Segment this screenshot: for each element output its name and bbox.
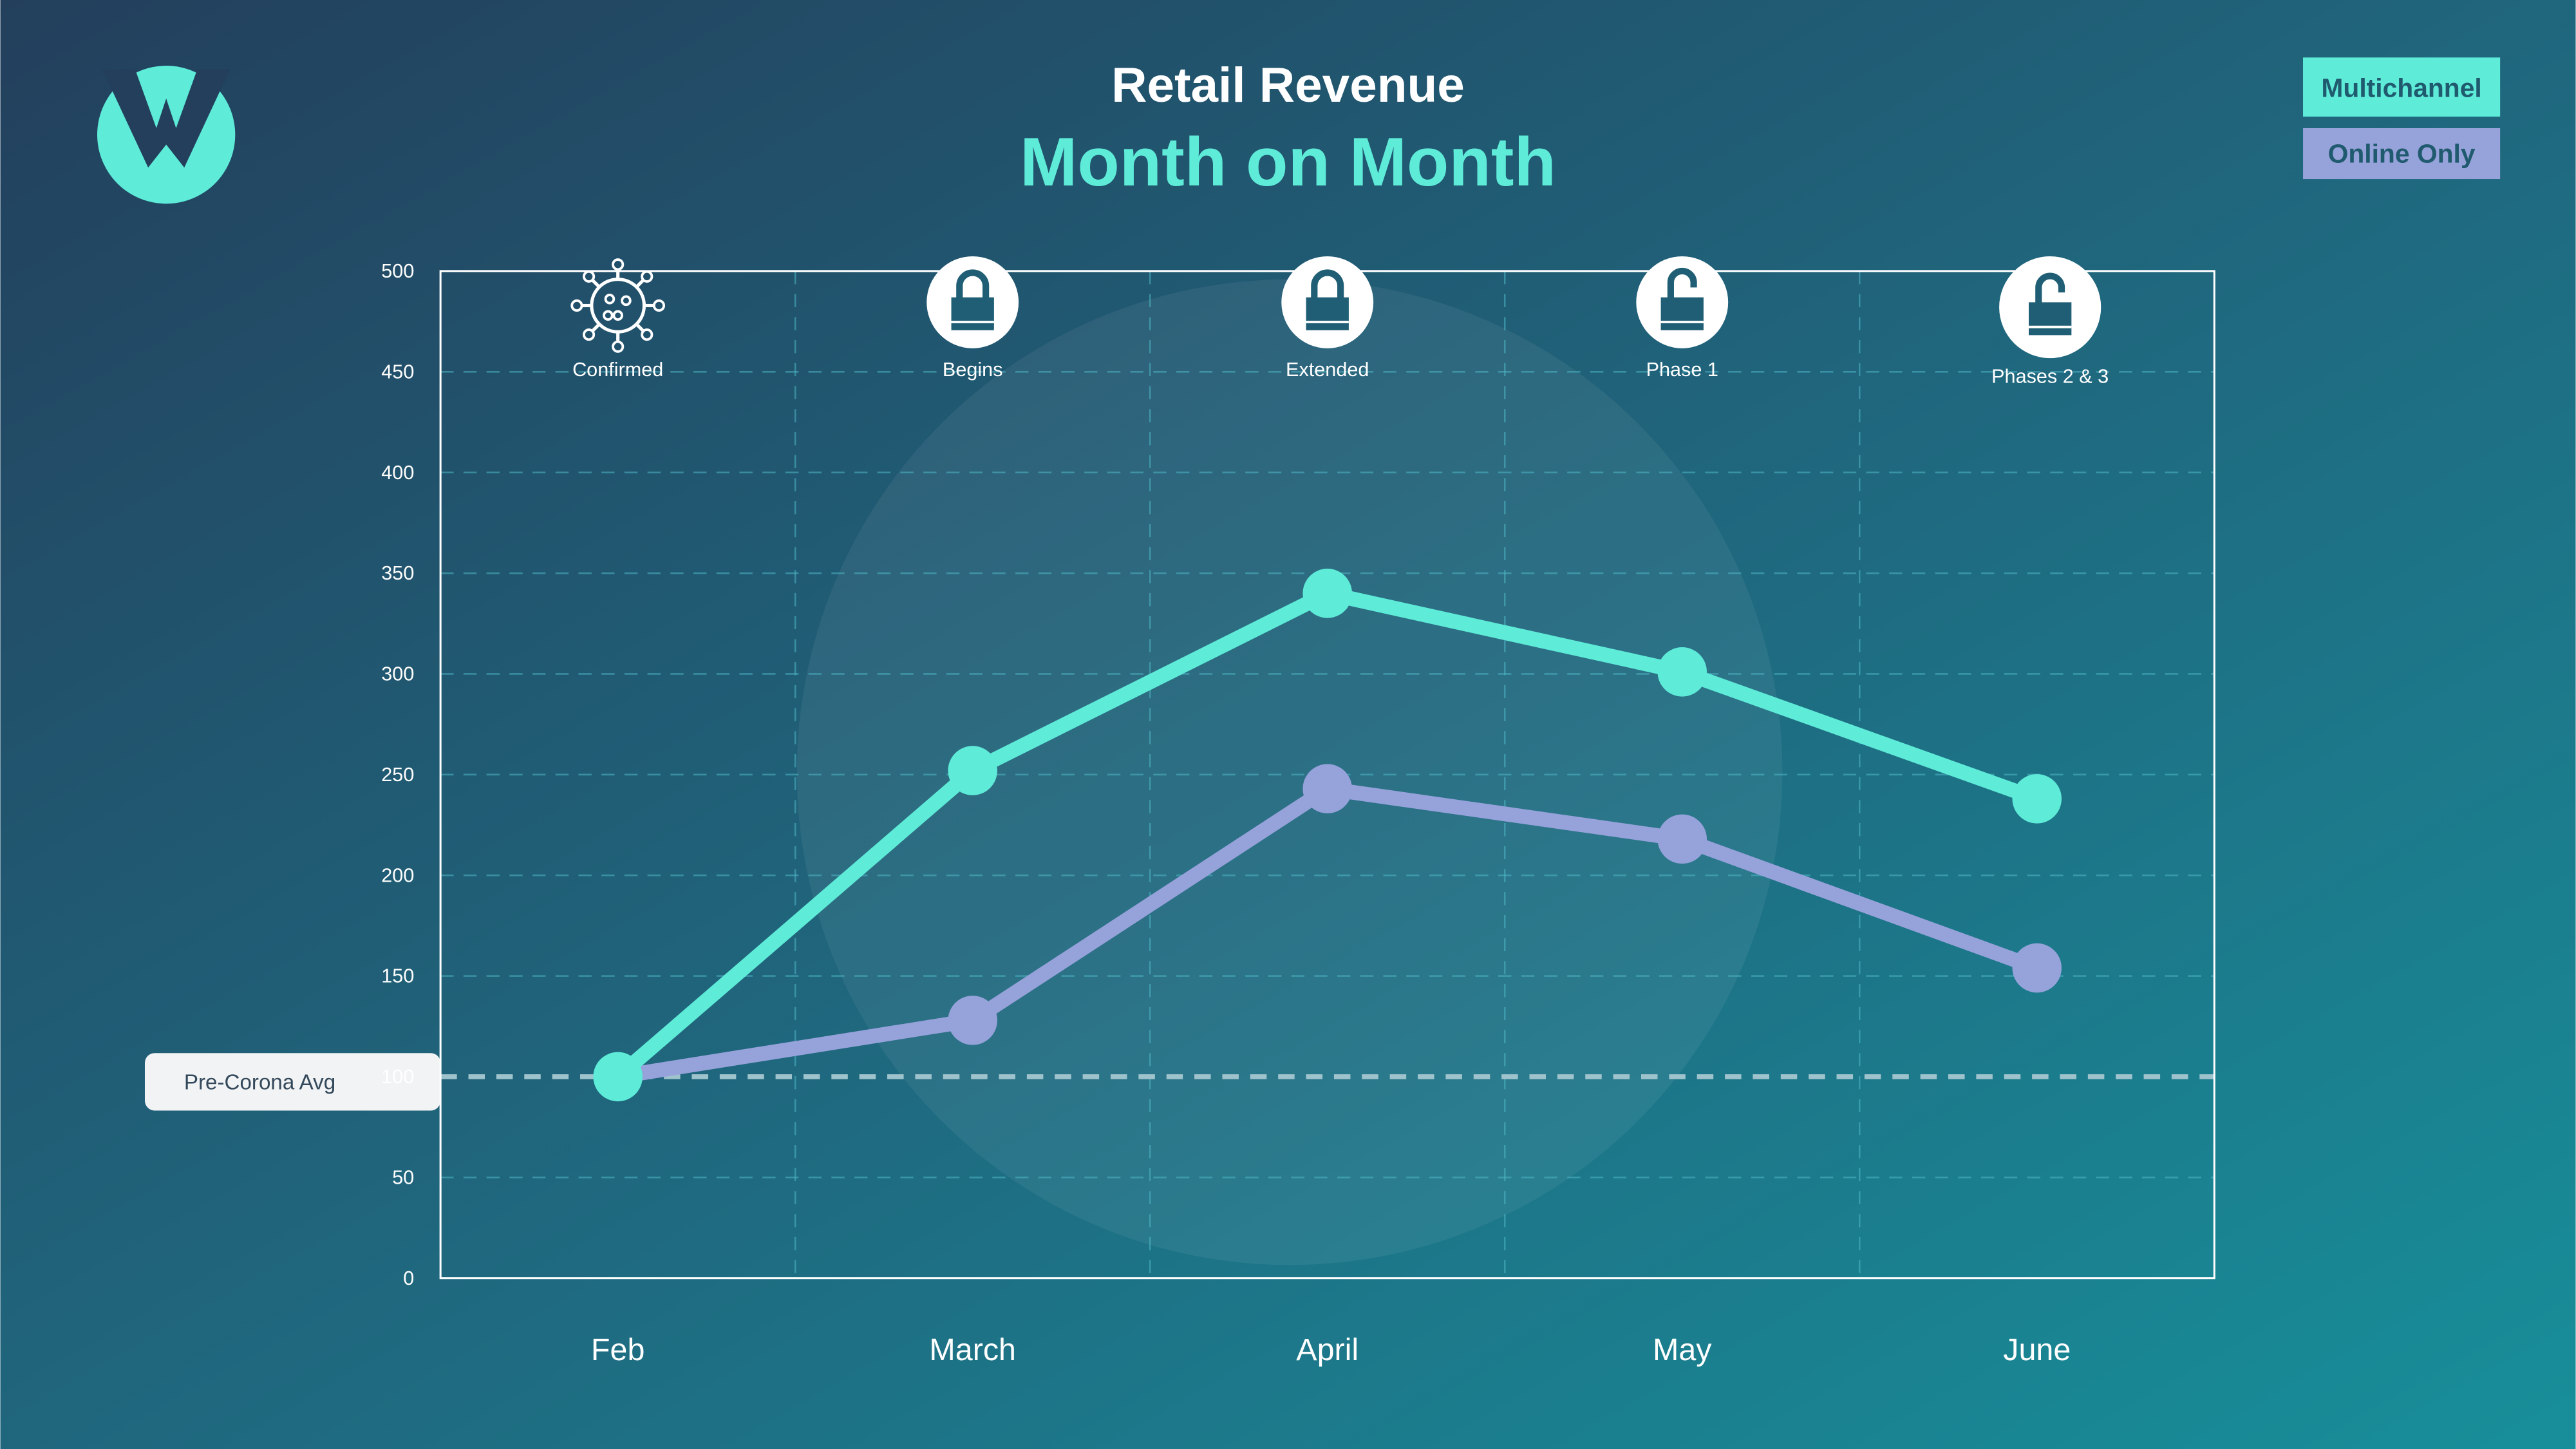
x-tick-label: April <box>1296 1332 1359 1367</box>
lock-shackle <box>956 269 990 299</box>
y-tick-label: 250 <box>381 764 414 786</box>
lock-body <box>1660 297 1704 330</box>
virus-spike-tip <box>570 299 583 312</box>
data-point <box>1302 764 1352 813</box>
y-tick-label: 100 <box>381 1066 414 1088</box>
lock-closed-icon <box>926 256 1019 348</box>
lock-body <box>2029 302 2072 336</box>
data-point <box>593 1052 643 1102</box>
virus-icon <box>570 258 666 353</box>
annotation-3: Extended <box>1281 256 1374 381</box>
annotations: Confirmed Begins Extended Phase 1 Phases 2 &… <box>570 256 2109 387</box>
y-tick-label: 450 <box>381 361 414 383</box>
annotation-label: Begins <box>943 359 1003 381</box>
virus-spike-tip <box>583 270 596 283</box>
legend-label: Online Only <box>2328 139 2476 169</box>
virus-spike-tip <box>612 258 625 271</box>
x-tick-label: June <box>2003 1332 2071 1367</box>
y-tick-label: 300 <box>381 663 414 685</box>
annotation-1: Confirmed <box>570 258 666 381</box>
lock-shackle <box>2035 272 2065 304</box>
data-point <box>2012 774 2062 824</box>
annotation-4: Phase 1 <box>1636 256 1729 381</box>
virus-spike <box>635 279 645 289</box>
data-point <box>948 746 997 795</box>
virus-spike <box>591 323 601 332</box>
x-tick-label: March <box>929 1332 1016 1367</box>
virus-spike-tip <box>641 328 653 341</box>
x-tick-label: May <box>1653 1332 1712 1367</box>
y-tick-label: 500 <box>381 260 414 282</box>
virus-dot <box>603 310 614 321</box>
virus-spike-tip <box>583 328 596 341</box>
virus-dot <box>604 293 616 305</box>
reference-label: Pre-Corona Avg <box>184 1070 335 1094</box>
watermark-logo <box>796 279 1783 1265</box>
virus-dot <box>621 295 632 307</box>
y-tick-label: 150 <box>381 965 414 987</box>
data-point <box>948 996 997 1045</box>
lock-shackle <box>1667 267 1697 299</box>
series-online-only <box>616 764 2062 1084</box>
annotation-label: Extended <box>1286 359 1369 381</box>
annotation-5: Phases 2 & 3 <box>1991 256 2109 387</box>
data-point <box>1302 569 1352 618</box>
legend-item-multichannel[interactable]: Multichannel <box>2303 57 2501 117</box>
legend-label: Multichannel <box>2321 73 2481 103</box>
data-point <box>2012 943 2062 993</box>
virus-spike <box>591 279 601 289</box>
lock-body <box>1306 297 1349 330</box>
annotation-label: Confirmed <box>572 359 663 381</box>
lock-shackle <box>1311 269 1344 299</box>
y-tick-label: 50 <box>392 1167 414 1189</box>
lock-open-icon <box>1636 256 1729 348</box>
virus-spike-tip <box>652 299 666 312</box>
lock-open-icon <box>1999 256 2101 359</box>
annotation-2: Begins <box>926 256 1019 381</box>
chart-title: Retail Revenue <box>1111 58 1465 113</box>
lock-body <box>951 297 994 330</box>
virus-dot <box>612 310 623 321</box>
legend: Multichannel Online Only <box>2303 57 2501 180</box>
annotation-label: Phase 1 <box>1646 359 1718 381</box>
virus-spike-tip <box>641 270 653 283</box>
series <box>593 569 2062 1102</box>
reference-line-group: Pre-Corona Avg <box>144 1053 2215 1111</box>
data-point <box>1657 647 1707 697</box>
y-tick-label: 350 <box>381 562 414 584</box>
legend-item-online-only[interactable]: Online Only <box>2303 128 2501 180</box>
y-tick-label: 400 <box>381 462 414 484</box>
y-tick-label: 200 <box>381 864 414 886</box>
x-tick-label: Feb <box>591 1332 645 1367</box>
axes: 0 50 100 150 200 250 300 350 400 450 500 Feb March Ap… <box>381 260 2215 1367</box>
virus-spike-tip <box>612 340 625 353</box>
annotation-label: Phases 2 & 3 <box>1991 365 2109 387</box>
virus-spike <box>635 323 645 332</box>
lock-closed-icon <box>1281 256 1374 348</box>
reference-label-box <box>144 1053 441 1111</box>
data-point <box>1657 814 1707 864</box>
series-multichannel <box>593 569 2062 1102</box>
chart-subtitle: Month on Month <box>1020 123 1556 200</box>
brand-logo <box>97 66 236 204</box>
y-tick-label: 0 <box>403 1267 414 1289</box>
